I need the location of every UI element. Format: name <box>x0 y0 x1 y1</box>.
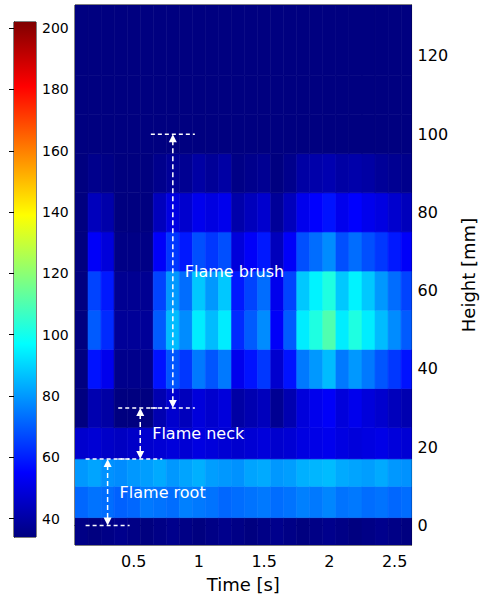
svg-text:140: 140 <box>42 204 69 220</box>
svg-text:80: 80 <box>42 388 60 404</box>
svg-text:180: 180 <box>42 81 69 97</box>
svg-text:Height [mm]: Height [mm] <box>458 218 479 332</box>
svg-text:2: 2 <box>324 552 334 571</box>
svg-text:Flame neck: Flame neck <box>152 424 245 443</box>
svg-text:1.5: 1.5 <box>251 552 276 571</box>
svg-text:100: 100 <box>418 125 449 144</box>
svg-text:160: 160 <box>42 143 69 159</box>
svg-text:100: 100 <box>42 327 69 343</box>
svg-text:200: 200 <box>42 20 69 36</box>
svg-text:1: 1 <box>194 552 204 571</box>
svg-text:40: 40 <box>418 359 438 378</box>
svg-text:Time [s]: Time [s] <box>206 574 280 595</box>
svg-text:Flame brush: Flame brush <box>185 262 284 281</box>
svg-text:80: 80 <box>418 203 438 222</box>
svg-text:0: 0 <box>418 516 428 535</box>
svg-text:40: 40 <box>42 511 60 527</box>
svg-text:2.5: 2.5 <box>382 552 407 571</box>
svg-text:Flame root: Flame root <box>120 483 206 502</box>
svg-text:60: 60 <box>42 449 60 465</box>
svg-text:0.5: 0.5 <box>121 552 146 571</box>
svg-text:60: 60 <box>418 281 438 300</box>
svg-text:120: 120 <box>42 265 69 281</box>
svg-text:20: 20 <box>418 438 438 457</box>
svg-text:120: 120 <box>418 46 449 65</box>
